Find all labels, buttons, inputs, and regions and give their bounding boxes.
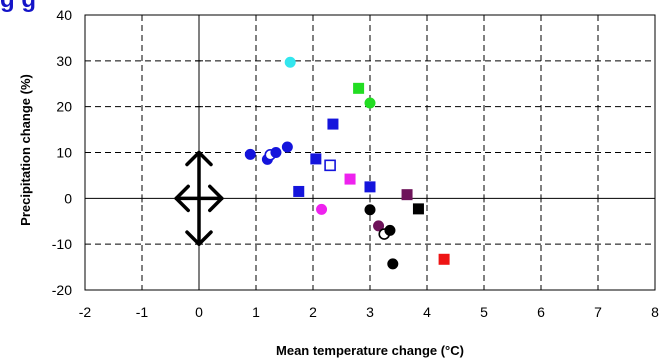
data-point-circle — [365, 205, 375, 215]
data-point-square — [328, 119, 338, 129]
x-tick-label: 8 — [651, 304, 659, 320]
data-point-circle — [285, 57, 295, 67]
x-tick-label: 0 — [195, 304, 203, 320]
y-tick-label: 0 — [64, 190, 72, 206]
x-axis-title: Mean temperature change (°C) — [276, 343, 464, 358]
data-point-circle — [282, 142, 292, 152]
data-point-square — [354, 83, 364, 93]
data-point-circle — [271, 148, 281, 158]
x-tick-label: 6 — [537, 304, 545, 320]
data-point-square — [311, 154, 321, 164]
y-tick-label: -10 — [52, 236, 72, 252]
data-point-square — [402, 190, 412, 200]
y-tick-label: 30 — [56, 53, 72, 69]
y-tick-label: 40 — [56, 7, 72, 23]
x-tick-label: -2 — [79, 304, 92, 320]
x-tick-label: 3 — [366, 304, 374, 320]
x-tick-label: 7 — [594, 304, 602, 320]
data-point-square — [413, 204, 423, 214]
data-point-square — [345, 174, 355, 184]
data-points — [245, 57, 449, 269]
data-point-square — [365, 182, 375, 192]
x-tick-labels: -2 -1 0 1 2 3 4 5 6 7 8 — [79, 304, 659, 320]
data-point-circle — [245, 149, 255, 159]
x-tick-label: 1 — [252, 304, 260, 320]
x-tick-label: 4 — [423, 304, 431, 320]
x-tick-label: 2 — [309, 304, 317, 320]
data-point-circle — [317, 204, 327, 214]
data-point-circle — [388, 259, 398, 269]
data-point-circle — [385, 225, 395, 235]
y-tick-label: 10 — [56, 145, 72, 161]
y-tick-labels: -20 -10 0 10 20 30 40 — [52, 7, 72, 298]
y-tick-label: 20 — [56, 99, 72, 115]
x-tick-label: -1 — [136, 304, 149, 320]
x-tick-label: 5 — [480, 304, 488, 320]
data-point-square — [325, 160, 335, 170]
y-tick-label: -20 — [52, 282, 72, 298]
y-axis-title: Precipitation change (%) — [18, 74, 33, 226]
grid-lines — [85, 15, 655, 290]
data-point-square — [439, 254, 449, 264]
data-point-square — [294, 186, 304, 196]
data-point-circle — [365, 98, 375, 108]
four-way-arrow-icon — [176, 153, 222, 245]
annotations — [176, 153, 222, 245]
